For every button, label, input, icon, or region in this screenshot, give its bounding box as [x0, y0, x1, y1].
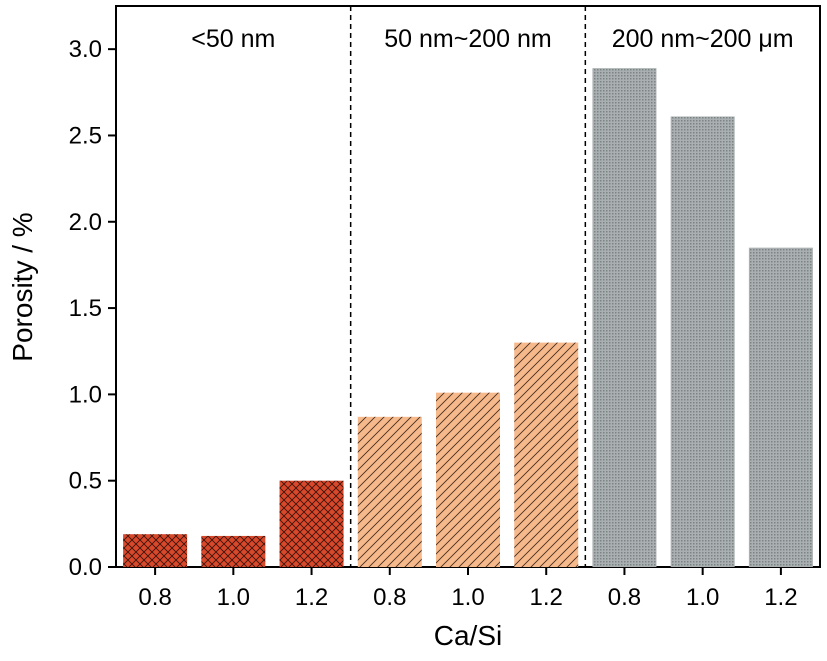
bar-2-1_2	[514, 342, 579, 567]
group-label: <50 nm	[191, 25, 275, 53]
x-tick-label: 0.8	[373, 584, 406, 611]
y-tick-label: 1.5	[69, 295, 102, 322]
y-tick-label: 1.0	[69, 381, 102, 408]
y-tick-label: 2.5	[69, 122, 102, 149]
bar-1-1_2	[279, 480, 344, 567]
bar-1-1_0	[201, 535, 266, 567]
bar-3-1_0	[670, 116, 735, 567]
bar-3-0_8	[592, 68, 657, 567]
y-tick-label: 0.5	[69, 468, 102, 495]
group-label: 200 nm~200 μm	[612, 25, 794, 53]
bars	[123, 68, 813, 567]
bar-2-1_0	[436, 392, 500, 567]
bar-3-1_2	[748, 247, 813, 567]
group-labels: <50 nm 50 nm~200 nm 200 nm~200 μm	[191, 25, 793, 53]
x-axis: 0.8 1.0 1.2 0.8 1.0 1.2 0.8 1.0 1.2	[138, 567, 798, 611]
x-tick-label: 0.8	[608, 584, 641, 611]
y-axis: 0.0 0.5 1.0 1.5 2.0 2.5 3.0	[69, 36, 116, 581]
x-tick-label: 1.0	[451, 584, 484, 611]
bar-2-0_8	[357, 416, 422, 567]
y-tick-label: 0.0	[69, 554, 102, 581]
group-label: 50 nm~200 nm	[384, 25, 551, 53]
x-axis-label: Ca/Si	[434, 620, 502, 651]
bar-1-0_8	[123, 534, 188, 567]
y-tick-label: 2.0	[69, 209, 102, 236]
x-tick-label: 1.0	[217, 584, 250, 611]
x-tick-label: 1.0	[686, 584, 719, 611]
x-tick-label: 1.2	[530, 584, 563, 611]
x-tick-label: 0.8	[138, 584, 171, 611]
y-axis-label: Porosity / %	[7, 212, 38, 361]
x-tick-label: 1.2	[295, 584, 328, 611]
y-tick-label: 3.0	[69, 36, 102, 63]
group-separators	[349, 6, 587, 567]
x-tick-label: 1.2	[764, 584, 797, 611]
